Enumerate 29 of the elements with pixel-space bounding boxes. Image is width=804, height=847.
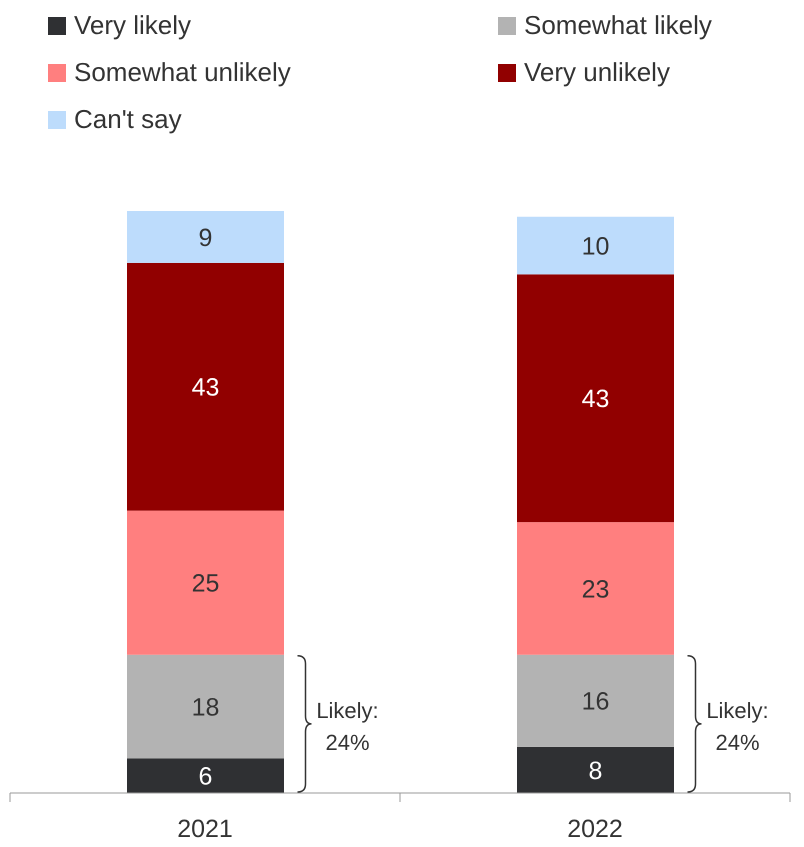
data-label: 25 xyxy=(192,570,220,598)
bar xyxy=(517,654,674,747)
data-label: 9 xyxy=(198,224,212,252)
data-label: 10 xyxy=(582,232,610,260)
data-label: 8 xyxy=(588,756,602,785)
legend-label: Very unlikely xyxy=(523,57,671,88)
bar xyxy=(517,746,674,793)
bar xyxy=(517,522,674,655)
legend-label: Somewhat likely xyxy=(523,10,713,41)
data-label: 43 xyxy=(582,385,610,414)
bar xyxy=(517,216,674,274)
legend-label: Very likely xyxy=(73,10,192,41)
data-label: 18 xyxy=(192,693,220,722)
bar xyxy=(127,262,284,511)
annotation: Likely: 24% xyxy=(706,698,769,755)
bar xyxy=(127,758,284,793)
x-tick-label: 2021 xyxy=(177,814,233,843)
data-label: 43 xyxy=(192,374,220,402)
legend-label: Somewhat unlikely xyxy=(73,57,292,88)
data-label: 16 xyxy=(582,688,610,716)
data-label: 6 xyxy=(198,762,212,791)
bar xyxy=(127,654,284,758)
bar xyxy=(517,274,674,522)
legend-label: Can't say xyxy=(73,104,183,135)
bar xyxy=(127,510,284,655)
bar xyxy=(127,211,284,263)
annotation: Likely: 24% xyxy=(316,698,379,755)
data-label: 23 xyxy=(582,575,610,604)
x-tick-label: 2022 xyxy=(567,814,623,843)
